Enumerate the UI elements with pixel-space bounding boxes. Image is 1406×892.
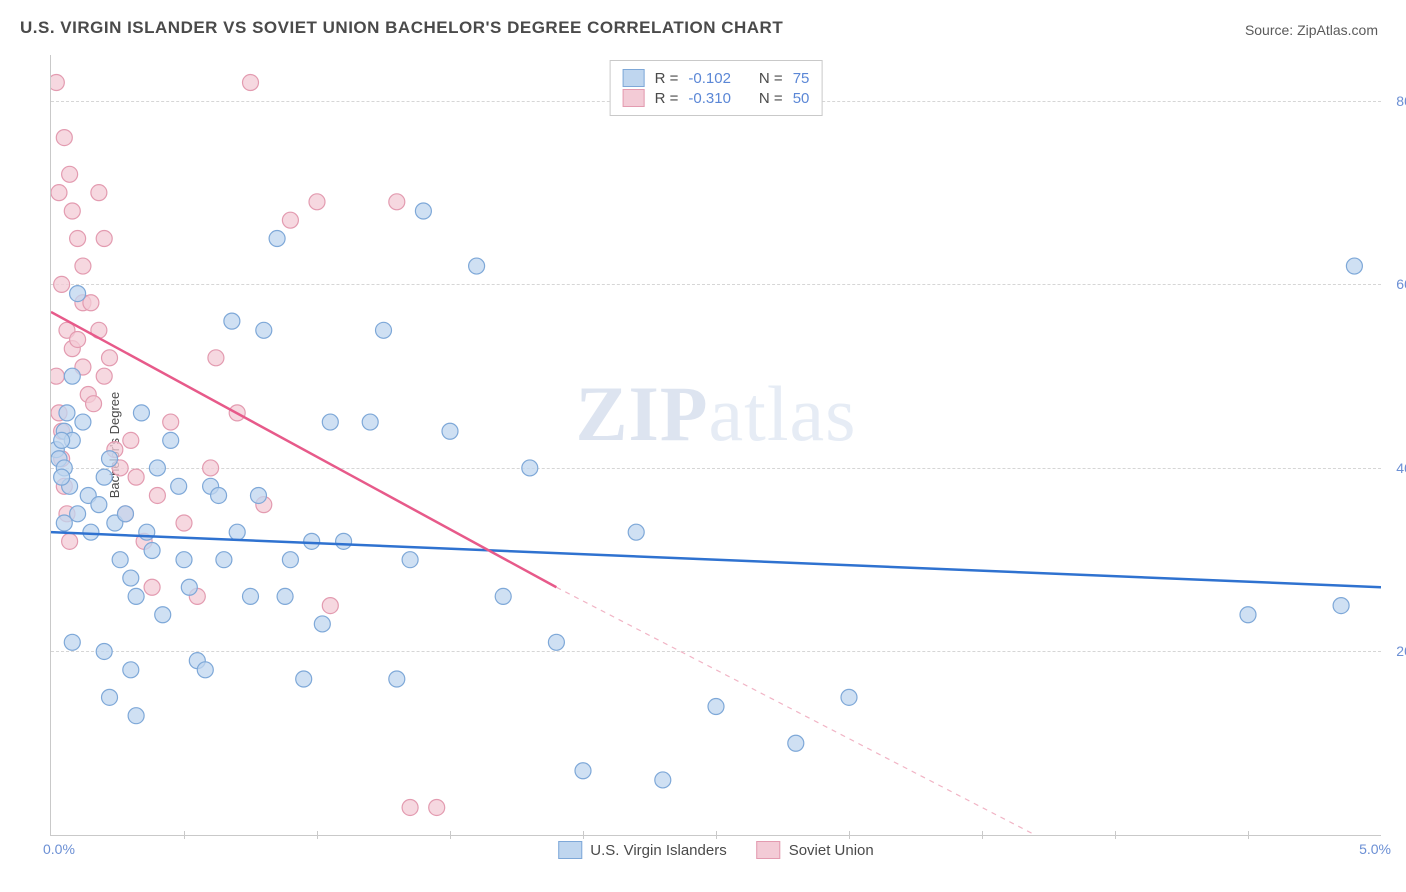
chart-title: U.S. VIRGIN ISLANDER VS SOVIET UNION BAC… xyxy=(20,18,783,38)
swatch-soviet xyxy=(623,89,645,107)
swatch-usvi xyxy=(623,69,645,87)
n-label-1: N = xyxy=(759,70,783,87)
correlation-legend: R = -0.102 N = 75 R = -0.310 N = 50 xyxy=(610,60,823,116)
ytick-label: 80.0% xyxy=(1396,93,1406,109)
scatter-plot-svg xyxy=(51,55,1381,835)
r-label-1: R = xyxy=(655,70,679,87)
legend-label-usvi: U.S. Virgin Islanders xyxy=(590,842,726,859)
xtick-label: 0.0% xyxy=(43,841,75,857)
n-value-1: 75 xyxy=(793,70,810,87)
xtick-label: 5.0% xyxy=(1359,841,1391,857)
legend-row-usvi: R = -0.102 N = 75 xyxy=(623,69,810,87)
r-label-2: R = xyxy=(655,90,679,107)
ytick-label: 60.0% xyxy=(1396,276,1406,292)
legend-row-soviet: R = -0.310 N = 50 xyxy=(623,89,810,107)
legend-swatch-usvi xyxy=(558,841,582,859)
n-value-2: 50 xyxy=(793,90,810,107)
legend-label-soviet: Soviet Union xyxy=(789,842,874,859)
r-value-2: -0.310 xyxy=(688,90,731,107)
ytick-label: 20.0% xyxy=(1396,643,1406,659)
source-attribution: Source: ZipAtlas.com xyxy=(1245,22,1378,38)
r-value-1: -0.102 xyxy=(688,70,731,87)
n-label-2: N = xyxy=(759,90,783,107)
chart-plot-area: Bachelor's Degree ZIPatlas R = -0.102 N … xyxy=(50,55,1381,836)
series-legend: U.S. Virgin Islanders Soviet Union xyxy=(558,841,874,859)
legend-swatch-soviet xyxy=(757,841,781,859)
ytick-label: 40.0% xyxy=(1396,460,1406,476)
